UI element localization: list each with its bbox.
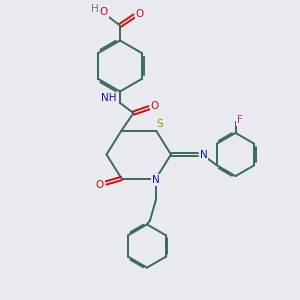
Text: O: O <box>96 179 104 190</box>
Text: F: F <box>237 115 243 125</box>
Text: O: O <box>136 9 144 20</box>
Text: N: N <box>152 175 160 185</box>
Text: O: O <box>100 7 108 17</box>
Text: NH: NH <box>101 93 116 103</box>
Text: S: S <box>156 119 163 130</box>
Text: N: N <box>200 149 207 160</box>
Text: H: H <box>91 4 99 14</box>
Text: O: O <box>150 101 159 111</box>
